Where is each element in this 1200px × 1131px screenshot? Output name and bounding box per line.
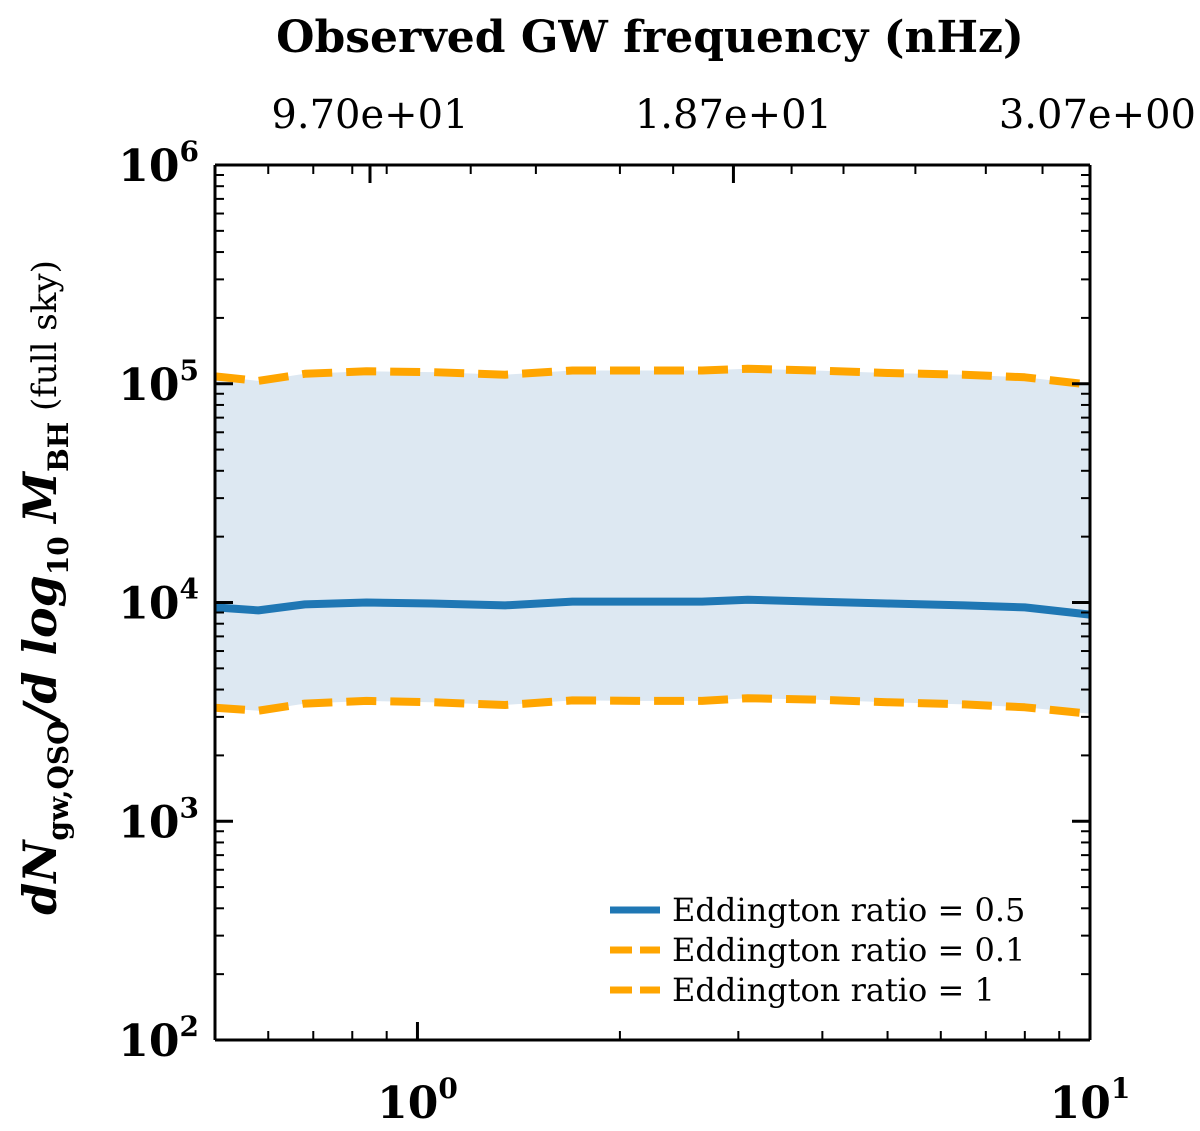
fill-band [215, 368, 1090, 714]
top-tick-label: 3.07e+00 [999, 92, 1196, 138]
y-axis-label: dNgw,QSO/d log10 MBH (full sky) [13, 260, 75, 915]
legend-label-2: Eddington ratio = 1 [672, 971, 995, 1009]
legend-label-1: Eddington ratio = 0.1 [672, 931, 1025, 969]
y-tick-label: 106 [118, 135, 199, 192]
series-line-2 [214, 694, 1091, 718]
y-tick-label: 103 [118, 791, 199, 848]
legend-label-0: Eddington ratio = 0.5 [672, 891, 1025, 929]
top-axis-title: Observed GW frequency (nHz) [276, 12, 1024, 63]
top-tick-label: 1.87e+01 [635, 92, 832, 138]
top-tick-label: 9.70e+01 [271, 92, 468, 138]
x-tick-label: 101 [1050, 1072, 1131, 1126]
series-line-1 [214, 364, 1091, 389]
y-tick-label: 104 [118, 573, 199, 630]
x-tick-label: 100 [377, 1072, 458, 1126]
series-line-0 [214, 595, 1091, 619]
y-tick-label: 102 [118, 1010, 199, 1067]
y-tick-label: 105 [118, 354, 199, 411]
